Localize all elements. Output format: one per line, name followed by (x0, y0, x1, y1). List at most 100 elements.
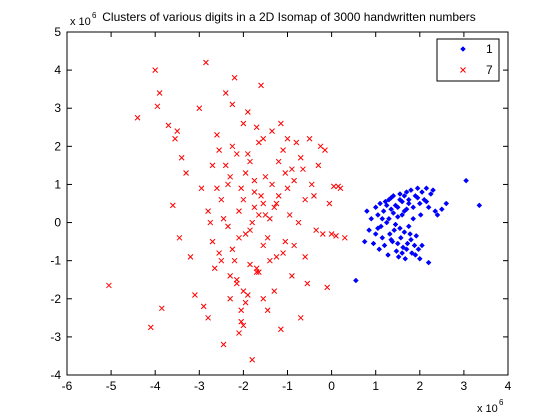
data-point-7 (216, 147, 222, 153)
data-point-1 (423, 198, 430, 205)
data-point-1 (385, 252, 391, 258)
data-point-7 (222, 90, 229, 96)
data-point-1 (430, 187, 436, 194)
data-point-7 (247, 261, 253, 268)
data-point-1 (414, 194, 421, 201)
data-point-7 (260, 242, 267, 249)
data-point-7 (251, 177, 258, 184)
data-point-1 (395, 254, 402, 260)
data-point-1 (399, 212, 406, 218)
data-point-7 (231, 257, 238, 264)
data-point-7 (178, 154, 185, 161)
data-point-7 (291, 177, 297, 184)
data-point-1 (397, 225, 403, 232)
data-point-7 (304, 280, 311, 287)
legend-marker-7 (460, 67, 466, 73)
data-point-1 (372, 204, 379, 211)
data-point-1 (417, 212, 424, 218)
data-point-7 (233, 151, 240, 157)
data-point-1 (443, 200, 450, 207)
data-point-7 (308, 181, 315, 188)
data-point-1 (408, 236, 414, 243)
data-point-7 (211, 265, 218, 272)
data-point-7 (271, 204, 278, 211)
data-point-1 (376, 246, 383, 253)
data-point-1 (386, 215, 392, 222)
data-point-7 (227, 295, 234, 302)
data-point-1 (416, 200, 423, 207)
data-point-7 (267, 257, 273, 264)
data-point-1 (388, 206, 394, 213)
data-point-1 (401, 229, 408, 235)
data-point-1 (386, 231, 393, 237)
data-point-7 (251, 189, 258, 195)
data-point-7 (154, 103, 161, 110)
legend-symbol-1 (460, 46, 466, 52)
series-1 (353, 177, 483, 284)
data-point-1 (415, 246, 422, 253)
data-point-1 (408, 187, 414, 194)
data-point-7 (253, 265, 260, 272)
data-point-7 (187, 254, 194, 260)
data-point-7 (231, 74, 238, 81)
data-point-1 (410, 215, 417, 222)
data-point-1 (400, 244, 406, 251)
data-point-1 (432, 208, 439, 214)
y-tick-label: 2 (54, 139, 61, 153)
data-point-7 (328, 231, 335, 237)
x-tick-label: 0 (328, 379, 335, 393)
data-point-7 (275, 158, 282, 165)
data-point-1 (361, 238, 368, 245)
data-point-7 (240, 322, 247, 329)
data-points (106, 59, 483, 363)
data-point-7 (192, 292, 198, 298)
data-point-7 (233, 280, 240, 287)
data-point-1 (383, 202, 390, 209)
data-point-7 (286, 212, 293, 218)
data-point-7 (172, 135, 178, 142)
data-point-1 (393, 248, 400, 254)
data-point-7 (324, 284, 331, 291)
data-point-7 (278, 120, 284, 127)
data-point-1 (381, 242, 388, 249)
data-point-7 (249, 356, 256, 363)
data-point-1 (392, 221, 399, 228)
data-point-7 (165, 122, 172, 129)
data-point-1 (377, 200, 383, 207)
data-point-1 (391, 227, 398, 234)
plot-area (66, 31, 509, 376)
data-point-7 (293, 139, 300, 146)
data-point-7 (249, 219, 256, 226)
data-point-7 (280, 250, 286, 256)
x-tick-label: 2 (416, 379, 423, 393)
data-point-7 (264, 307, 271, 314)
legend-symbol-7 (460, 67, 466, 73)
y-tick-label: 1 (54, 177, 61, 191)
data-point-7 (273, 254, 280, 260)
data-point-7 (284, 185, 291, 192)
data-point-7 (220, 341, 227, 348)
data-point-1 (409, 250, 415, 256)
x-tick-label: 3 (461, 379, 468, 393)
data-point-7 (174, 128, 181, 134)
data-point-7 (291, 242, 297, 249)
data-point-1 (463, 177, 469, 184)
data-point-7 (282, 238, 289, 245)
data-point-7 (330, 183, 337, 190)
data-point-7 (229, 101, 236, 108)
data-point-7 (236, 330, 242, 336)
data-point-1 (403, 189, 410, 195)
data-point-7 (278, 326, 284, 333)
x-tick-label: -6 (62, 379, 73, 393)
data-point-7 (209, 162, 216, 169)
data-point-7 (220, 215, 227, 222)
data-point-7 (247, 227, 253, 234)
data-point-7 (225, 181, 231, 188)
data-point-7 (289, 273, 295, 279)
data-point-7 (200, 303, 207, 310)
data-point-7 (313, 227, 320, 234)
data-point-7 (341, 234, 348, 241)
axis-ticks: -6 -5 -4 -3 -2 -1 0 1 2 3 4 -4 -3 -2 -1 0 1 2 3 4 5 (50, 25, 511, 393)
data-point-7 (240, 196, 247, 203)
